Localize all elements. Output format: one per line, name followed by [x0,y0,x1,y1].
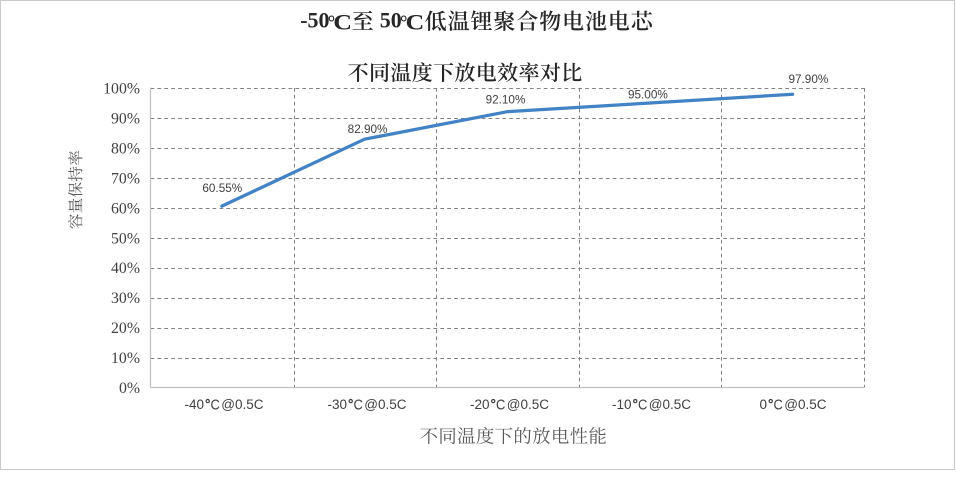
svg-text:40%: 40% [111,260,140,277]
svg-text:@0.5C: @0.5C [364,397,406,412]
svg-text:@0.5C: @0.5C [507,397,549,412]
svg-text:C: C [638,395,647,412]
svg-text:0: 0 [760,397,768,412]
svg-text:0%: 0% [119,380,140,397]
svg-text:@0.5C: @0.5C [784,397,826,412]
svg-text:-30: -30 [328,397,348,412]
svg-text:°: ° [400,12,407,33]
svg-text:C: C [406,11,425,35]
svg-text:30%: 30% [111,290,140,307]
svg-text:80%: 80% [111,140,140,157]
svg-text:-50: -50 [300,8,329,33]
svg-text:50%: 50% [111,230,140,247]
svg-text:@0.5C: @0.5C [649,397,691,412]
svg-text:70%: 70% [111,170,140,187]
svg-text:-20: -20 [470,397,490,412]
svg-text:@0.5C: @0.5C [221,397,263,412]
svg-text:95.00%: 95.00% [628,88,668,101]
svg-text:92.10%: 92.10% [486,93,526,106]
svg-text:°: ° [328,12,335,33]
svg-text:10%: 10% [111,350,140,367]
svg-text:60%: 60% [111,200,140,217]
svg-text:C: C [496,395,505,412]
svg-text:C: C [354,395,363,412]
svg-text:82.90%: 82.90% [348,123,388,136]
svg-text:90%: 90% [111,110,140,127]
svg-text:-10: -10 [612,397,632,412]
svg-text:C: C [333,11,352,35]
svg-text:C: C [211,395,220,412]
svg-text:97.90%: 97.90% [788,73,828,86]
svg-text:-40: -40 [185,397,205,412]
svg-text:50: 50 [380,8,402,33]
svg-text:60.55%: 60.55% [202,182,242,195]
svg-text:20%: 20% [111,320,140,337]
svg-text:C: C [774,395,783,412]
svg-text:100%: 100% [103,81,140,98]
